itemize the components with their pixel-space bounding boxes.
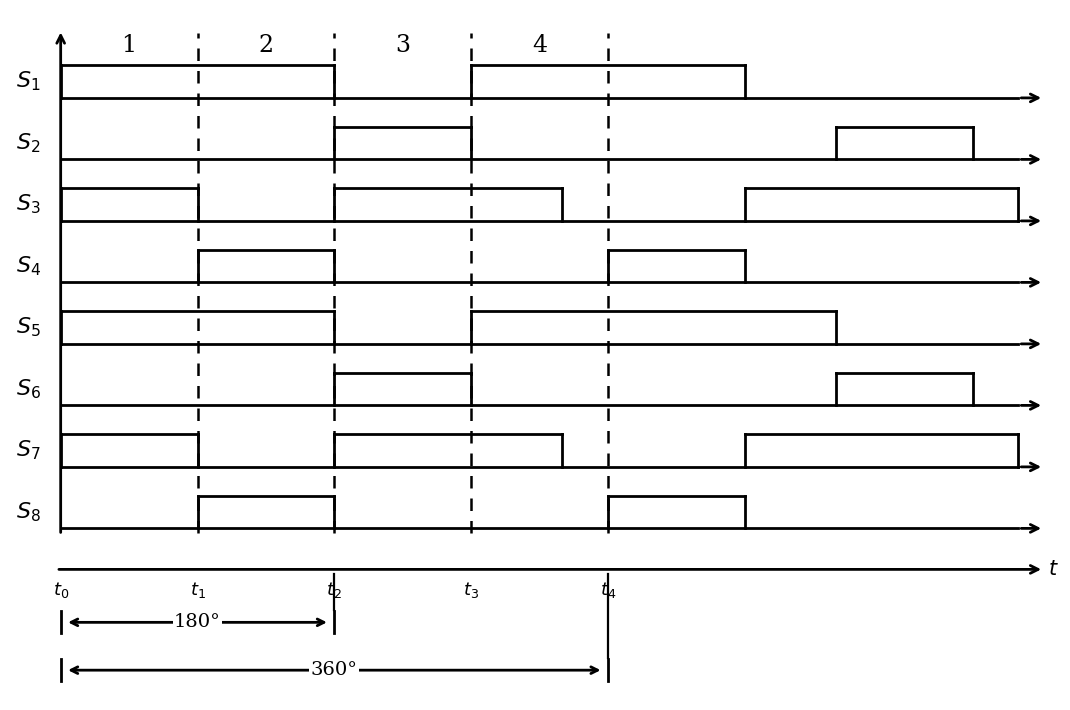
Text: $\mathit{t}_{0}$: $\mathit{t}_{0}$ [52,579,68,600]
Text: $\mathit{S}_{7}$: $\mathit{S}_{7}$ [16,439,41,462]
Text: $\mathit{S}_{2}$: $\mathit{S}_{2}$ [16,131,41,155]
Text: 360°: 360° [310,661,357,679]
Text: $\mathit{t}$: $\mathit{t}$ [1048,560,1058,579]
Text: $\mathit{S}_{4}$: $\mathit{S}_{4}$ [16,254,41,278]
Text: $\mathit{S}_{6}$: $\mathit{S}_{6}$ [16,378,41,401]
Text: 180°: 180° [174,613,220,631]
Text: $\mathit{t}_{1}$: $\mathit{t}_{1}$ [189,579,205,600]
Text: $\mathit{S}_{8}$: $\mathit{S}_{8}$ [16,501,41,524]
Text: 3: 3 [395,34,410,57]
Text: $\mathit{t}_{4}$: $\mathit{t}_{4}$ [600,579,616,600]
Text: 1: 1 [122,34,137,57]
Text: $\mathit{S}_{5}$: $\mathit{S}_{5}$ [16,316,41,339]
Text: 4: 4 [532,34,547,57]
Text: $\mathit{S}_{1}$: $\mathit{S}_{1}$ [16,70,41,94]
Text: $\mathit{S}_{3}$: $\mathit{S}_{3}$ [16,193,41,217]
Text: $\mathit{t}_{2}$: $\mathit{t}_{2}$ [326,579,342,600]
Text: $\mathit{t}_{3}$: $\mathit{t}_{3}$ [463,579,479,600]
Text: 2: 2 [258,34,274,57]
